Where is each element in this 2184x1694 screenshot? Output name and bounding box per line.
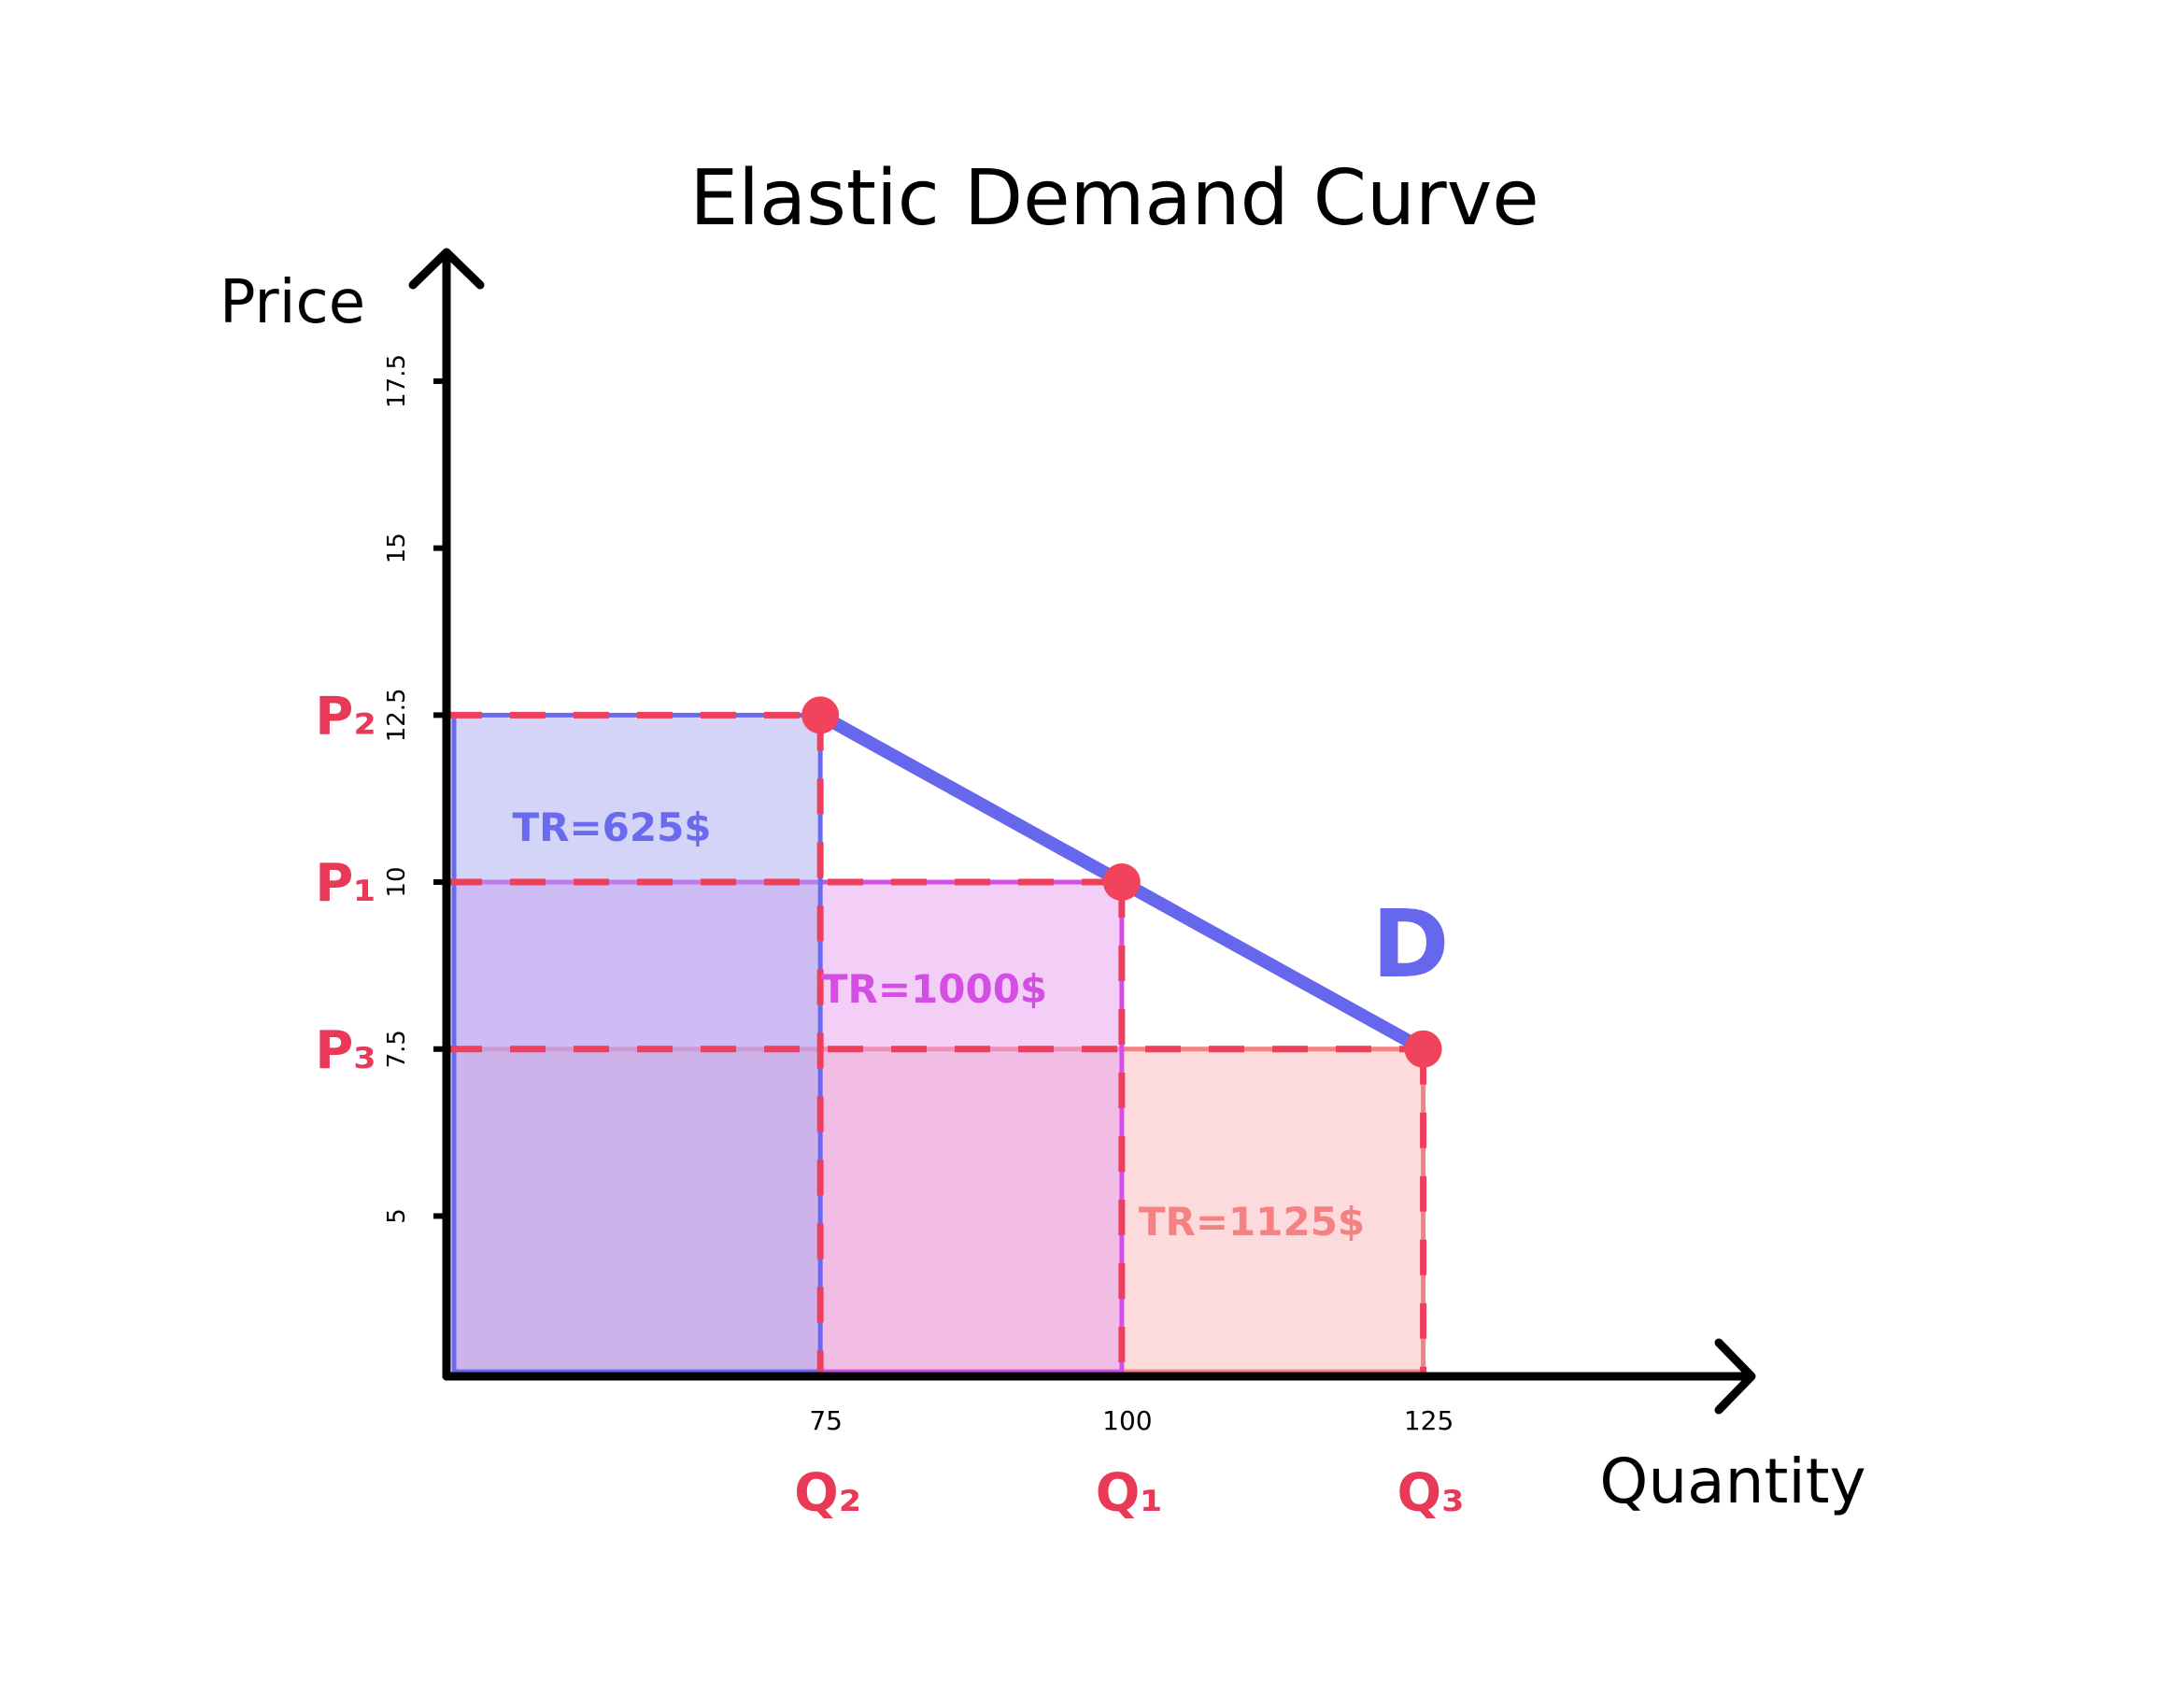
- tr-label-3: TR=1125$: [1139, 1199, 1365, 1245]
- y-tick-label-5: 15: [383, 533, 411, 563]
- quantity-label-2: Q₁: [1096, 1463, 1163, 1524]
- y-tick-label-6: 17.5: [383, 354, 411, 408]
- y-axis-arrow: [408, 248, 485, 290]
- curve-label-d: D: [1371, 890, 1449, 999]
- quantity-label-1: Q₂: [794, 1463, 861, 1524]
- x-tick-label-3: 125: [1404, 1405, 1454, 1436]
- price-label-1: P₂: [315, 686, 376, 747]
- y-tick-label-3: 10: [383, 867, 411, 898]
- demand-point-1: [801, 696, 840, 734]
- price-label-3: P₃: [315, 1020, 376, 1081]
- demand-point-3: [1404, 1030, 1442, 1068]
- x-tick-label-2: 100: [1102, 1405, 1152, 1436]
- tr-label-1: TR=625$: [512, 804, 711, 850]
- demand-point-2: [1102, 863, 1141, 902]
- price-label-2: P₁: [315, 853, 376, 914]
- chart-title: Elastic Demand Curve: [689, 154, 1539, 243]
- x-axis-arrow: [1714, 1338, 1756, 1415]
- y-tick-label-2: 7.5: [383, 1030, 411, 1068]
- y-tick-label-1: 5: [383, 1208, 411, 1224]
- x-tick-label-1: 75: [809, 1405, 843, 1436]
- quantity-label-3: Q₃: [1397, 1463, 1464, 1524]
- y-tick-label-4: 12.5: [383, 688, 411, 742]
- tr-label-2: TR=1000$: [821, 966, 1047, 1012]
- y-axis-title: Price: [220, 268, 365, 337]
- x-axis-title: Quantity: [1599, 1445, 1865, 1517]
